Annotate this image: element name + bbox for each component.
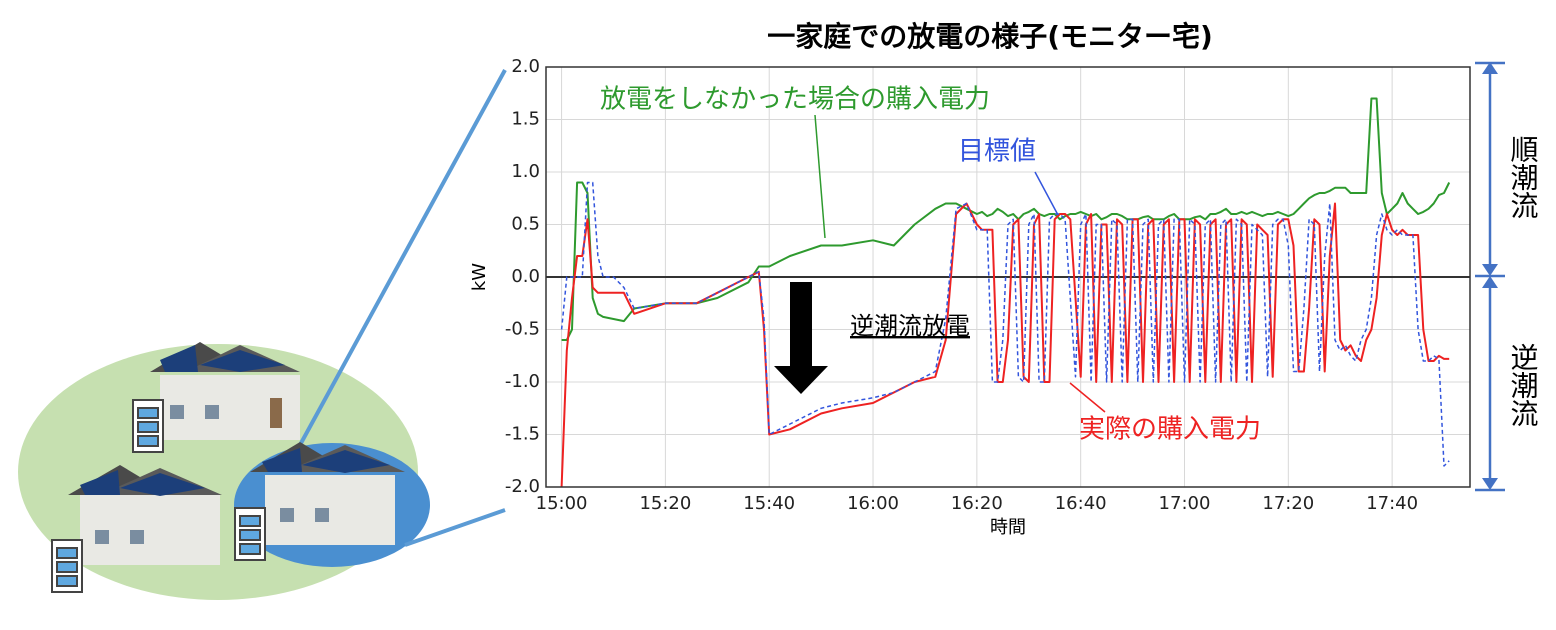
x-tick-label: 17:00	[1159, 493, 1211, 514]
reverse-flow-label: 逆潮流	[1507, 343, 1540, 427]
x-tick-label: 15:00	[536, 493, 588, 514]
x-tick-label: 17:20	[1262, 493, 1314, 514]
series-label: 目標値	[958, 137, 1036, 167]
series-line	[560, 181, 1450, 467]
x-tick-label: 17:40	[1366, 493, 1418, 514]
y-tick-label: 1.5	[511, 109, 540, 130]
flow-brackets	[1475, 61, 1505, 492]
x-tick-label: 15:40	[743, 493, 795, 514]
chart-title: 一家庭での放電の様子(モニター宅)	[767, 20, 1213, 53]
y-tick-label: 1.0	[511, 161, 540, 182]
x-tick-label: 15:20	[639, 493, 691, 514]
leader-line	[1069, 382, 1106, 413]
y-tick-label: -0.5	[505, 319, 540, 340]
y-tick-label: 2.0	[511, 56, 540, 77]
houses-illustration	[18, 69, 507, 600]
y-tick-label: 0.0	[511, 266, 540, 287]
y-axis-label: kW	[469, 263, 490, 291]
leader-line	[1034, 171, 1059, 216]
plot-area: 2.0 1.5 1.0 0.5 0.0 -0.5 -1.0 -1.5 -2.015:00 15:2…	[505, 56, 1471, 514]
leader-line	[814, 114, 826, 239]
x-tick-label: 16:00	[847, 493, 899, 514]
y-tick-label: -1.5	[505, 424, 540, 445]
x-tick-label: 16:20	[951, 493, 1003, 514]
x-tick-label: 16:40	[1055, 493, 1107, 514]
x-axis-label: 時間	[990, 517, 1026, 538]
y-tick-label: -2.0	[505, 476, 540, 497]
y-tick-label: 0.5	[511, 214, 540, 235]
annotation: 逆潮流放電	[850, 312, 970, 340]
y-tick-label: -1.0	[505, 371, 540, 392]
series-label: 実際の購入電力	[1079, 415, 1261, 445]
plot-frame	[545, 66, 1471, 488]
series-line	[560, 202, 1450, 488]
series-label: 放電をしなかった場合の購入電力	[600, 85, 990, 115]
forward-flow-label: 順潮流	[1507, 135, 1540, 219]
discharge-arrow	[774, 282, 828, 394]
